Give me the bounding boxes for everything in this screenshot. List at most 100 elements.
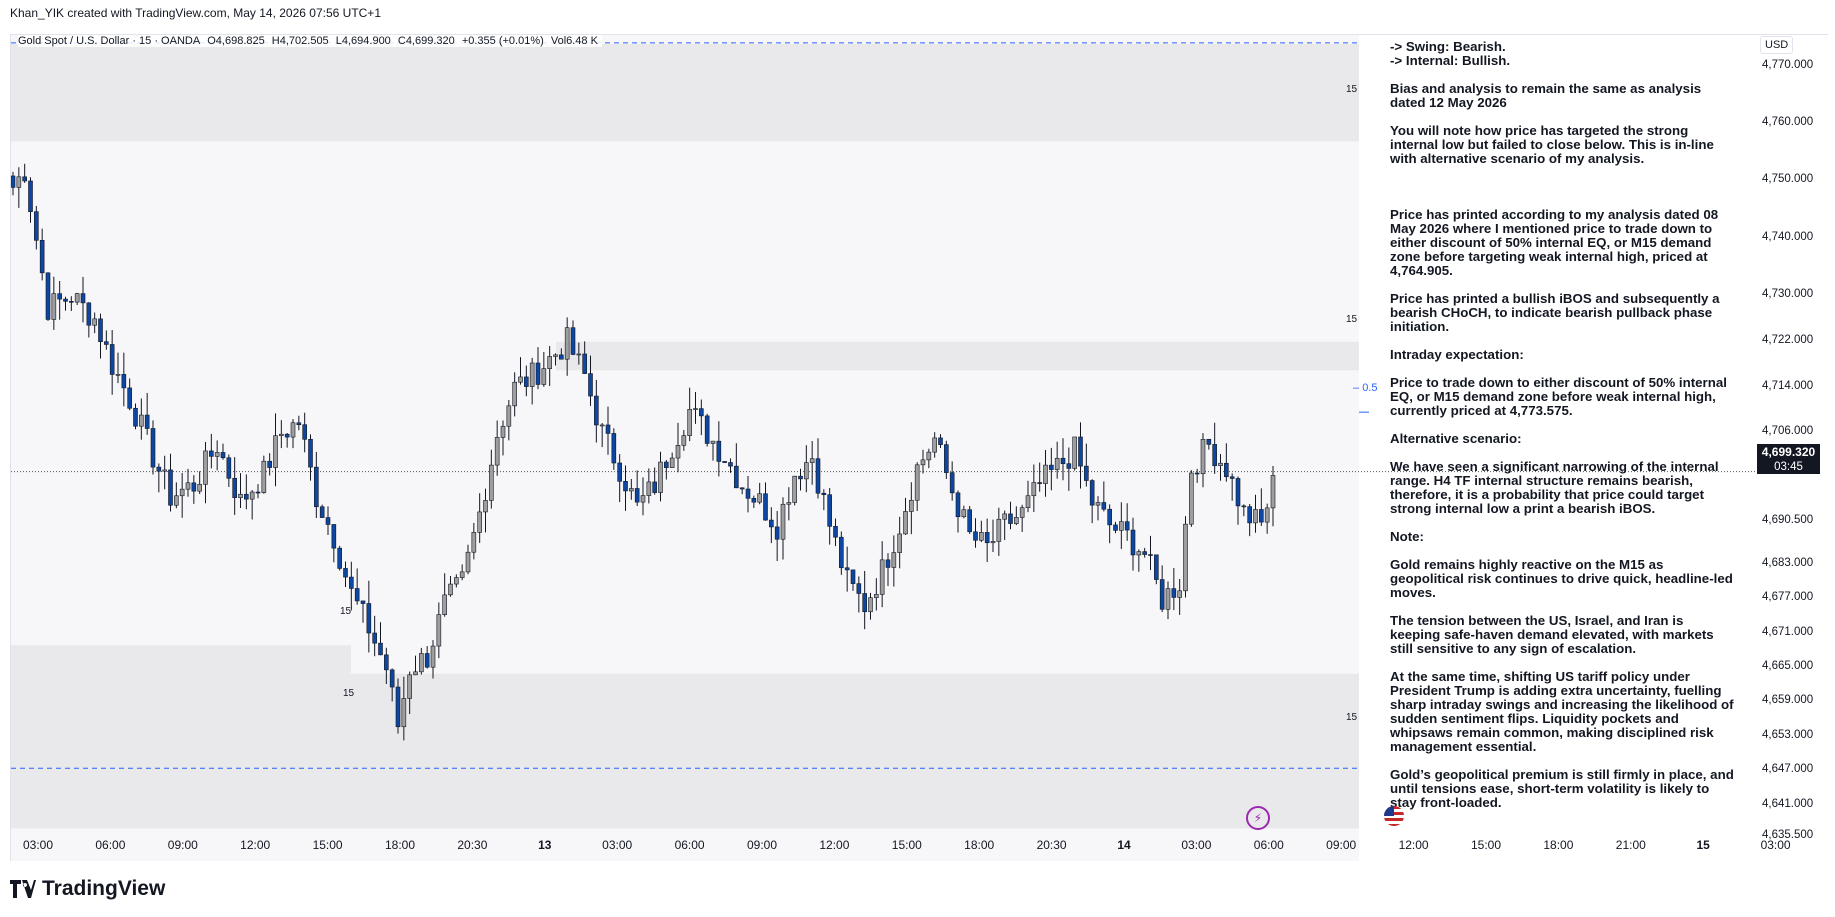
price-tick-label: 4,665.000 xyxy=(1762,660,1814,673)
zone-label-0: 15 xyxy=(1346,84,1358,95)
candle-body-160 xyxy=(944,444,949,473)
candle-body-119 xyxy=(704,415,710,444)
candle-body-96 xyxy=(570,327,576,355)
time-tick-label: 20:30 xyxy=(1036,838,1067,852)
candle-body-2 xyxy=(22,176,27,182)
candle-body-14 xyxy=(92,318,97,326)
candle-body-131 xyxy=(774,526,780,540)
candle-body-92 xyxy=(547,356,552,369)
note-7: Alternative scenario: xyxy=(1390,431,1522,446)
candle-body-100 xyxy=(594,395,599,426)
price-tick-label: 4,770.000 xyxy=(1762,58,1814,71)
candle-body-30 xyxy=(185,482,191,490)
candle-body-132 xyxy=(780,503,786,540)
candle-body-63 xyxy=(378,642,383,656)
candle-body-183 xyxy=(1078,436,1083,467)
price-tick-label: 4,671.000 xyxy=(1762,625,1814,638)
time-tick-label: 09:00 xyxy=(167,838,198,852)
candle-body-180 xyxy=(1060,457,1066,464)
zone-3 xyxy=(11,673,1359,829)
candle-body-94 xyxy=(559,354,564,360)
tradingview-logo[interactable]: TradingView xyxy=(10,877,165,901)
candle-body-189 xyxy=(1113,524,1118,531)
time-tick-label: 06:00 xyxy=(674,838,705,852)
candle-body-65 xyxy=(389,669,395,688)
candle-body-83 xyxy=(494,437,500,466)
legend-high: H4,702.505 xyxy=(271,35,329,47)
candle-body-58 xyxy=(349,576,354,589)
candle-body-34 xyxy=(209,450,214,457)
candle-body-175 xyxy=(1031,482,1037,497)
candle-body-116 xyxy=(687,409,692,436)
candle-body-15 xyxy=(98,318,103,342)
candle-body-128 xyxy=(757,493,762,503)
candle-body-201 xyxy=(1183,523,1188,592)
price-chart[interactable] xyxy=(11,35,1828,861)
candle-body-85 xyxy=(506,405,512,427)
candle-body-26 xyxy=(162,469,167,472)
candle-body-31 xyxy=(191,482,197,492)
candle-body-193 xyxy=(1136,551,1142,556)
candle-body-157 xyxy=(926,451,932,461)
candle-body-127 xyxy=(751,498,757,503)
candle-body-38 xyxy=(232,477,237,498)
note-3: Price has printed according to my analys… xyxy=(1390,207,1719,278)
time-tick-label: 20:30 xyxy=(457,838,488,852)
candle-body-51 xyxy=(308,438,313,468)
candle-body-43 xyxy=(261,460,267,493)
candle-body-196 xyxy=(1154,554,1159,580)
candle-body-70 xyxy=(419,653,424,673)
candle-body-168 xyxy=(990,541,996,544)
candle-body-86 xyxy=(512,381,517,407)
note-8: We have seen a significant narrowing of … xyxy=(1390,459,1719,516)
candle-body-95 xyxy=(564,327,570,360)
candle-body-13 xyxy=(86,302,92,326)
candle-body-10 xyxy=(69,301,74,303)
legend-low: L4,694.900 xyxy=(335,35,391,47)
candle-body-212 xyxy=(1247,506,1252,524)
candle-body-55 xyxy=(331,524,337,549)
candle-body-53 xyxy=(319,506,325,518)
candle-body-146 xyxy=(862,593,867,613)
candle-body-158 xyxy=(932,437,937,453)
candle-body-106 xyxy=(629,488,634,492)
candle-body-216 xyxy=(1270,475,1276,509)
candle-body-104 xyxy=(617,462,622,482)
candle-body-41 xyxy=(249,491,255,500)
candle-body-154 xyxy=(909,499,914,512)
zone-label-1: 15 xyxy=(1346,314,1358,325)
candle-body-187 xyxy=(1101,502,1107,510)
candle-body-172 xyxy=(1014,517,1019,524)
candle-body-153 xyxy=(903,511,908,535)
candle-body-79 xyxy=(471,532,477,553)
us-flag-icon[interactable] xyxy=(1384,806,1404,826)
time-tick-label: 15:00 xyxy=(1470,838,1502,852)
candle-body-25 xyxy=(156,466,162,472)
candle-body-152 xyxy=(897,533,902,553)
candle-body-101 xyxy=(599,424,605,427)
candle-body-90 xyxy=(535,362,541,385)
candle-body-208 xyxy=(1224,462,1229,478)
lightning-icon[interactable]: ⚡ xyxy=(1246,806,1270,830)
candle-body-47 xyxy=(284,433,290,438)
candle-body-93 xyxy=(553,354,558,357)
chart-frame[interactable] xyxy=(10,34,1828,861)
note-10: Gold remains highly reactive on the M15 … xyxy=(1390,557,1733,600)
price-tick-label: 4,714.000 xyxy=(1762,379,1814,392)
legend-symbol[interactable]: Gold Spot / U.S. Dollar · 15 · OANDA xyxy=(18,35,201,47)
candle-body-108 xyxy=(640,495,646,503)
candle-body-6 xyxy=(45,272,51,320)
currency-button[interactable]: USD xyxy=(1760,36,1794,54)
candle-body-210 xyxy=(1235,478,1241,507)
candle-body-17 xyxy=(109,344,115,375)
price-tick-label: 4,730.000 xyxy=(1762,287,1814,300)
candle-body-198 xyxy=(1165,588,1171,610)
candle-body-103 xyxy=(611,433,617,464)
candle-body-60 xyxy=(360,600,366,604)
symbol-legend[interactable]: Gold Spot / U.S. Dollar · 15 · OANDA O4,… xyxy=(18,35,602,47)
candle-body-167 xyxy=(984,532,990,544)
note-9: Note: xyxy=(1390,529,1424,544)
candle-body-191 xyxy=(1124,521,1130,531)
candle-body-56 xyxy=(337,547,342,569)
time-tick-label: 15:00 xyxy=(312,838,343,852)
